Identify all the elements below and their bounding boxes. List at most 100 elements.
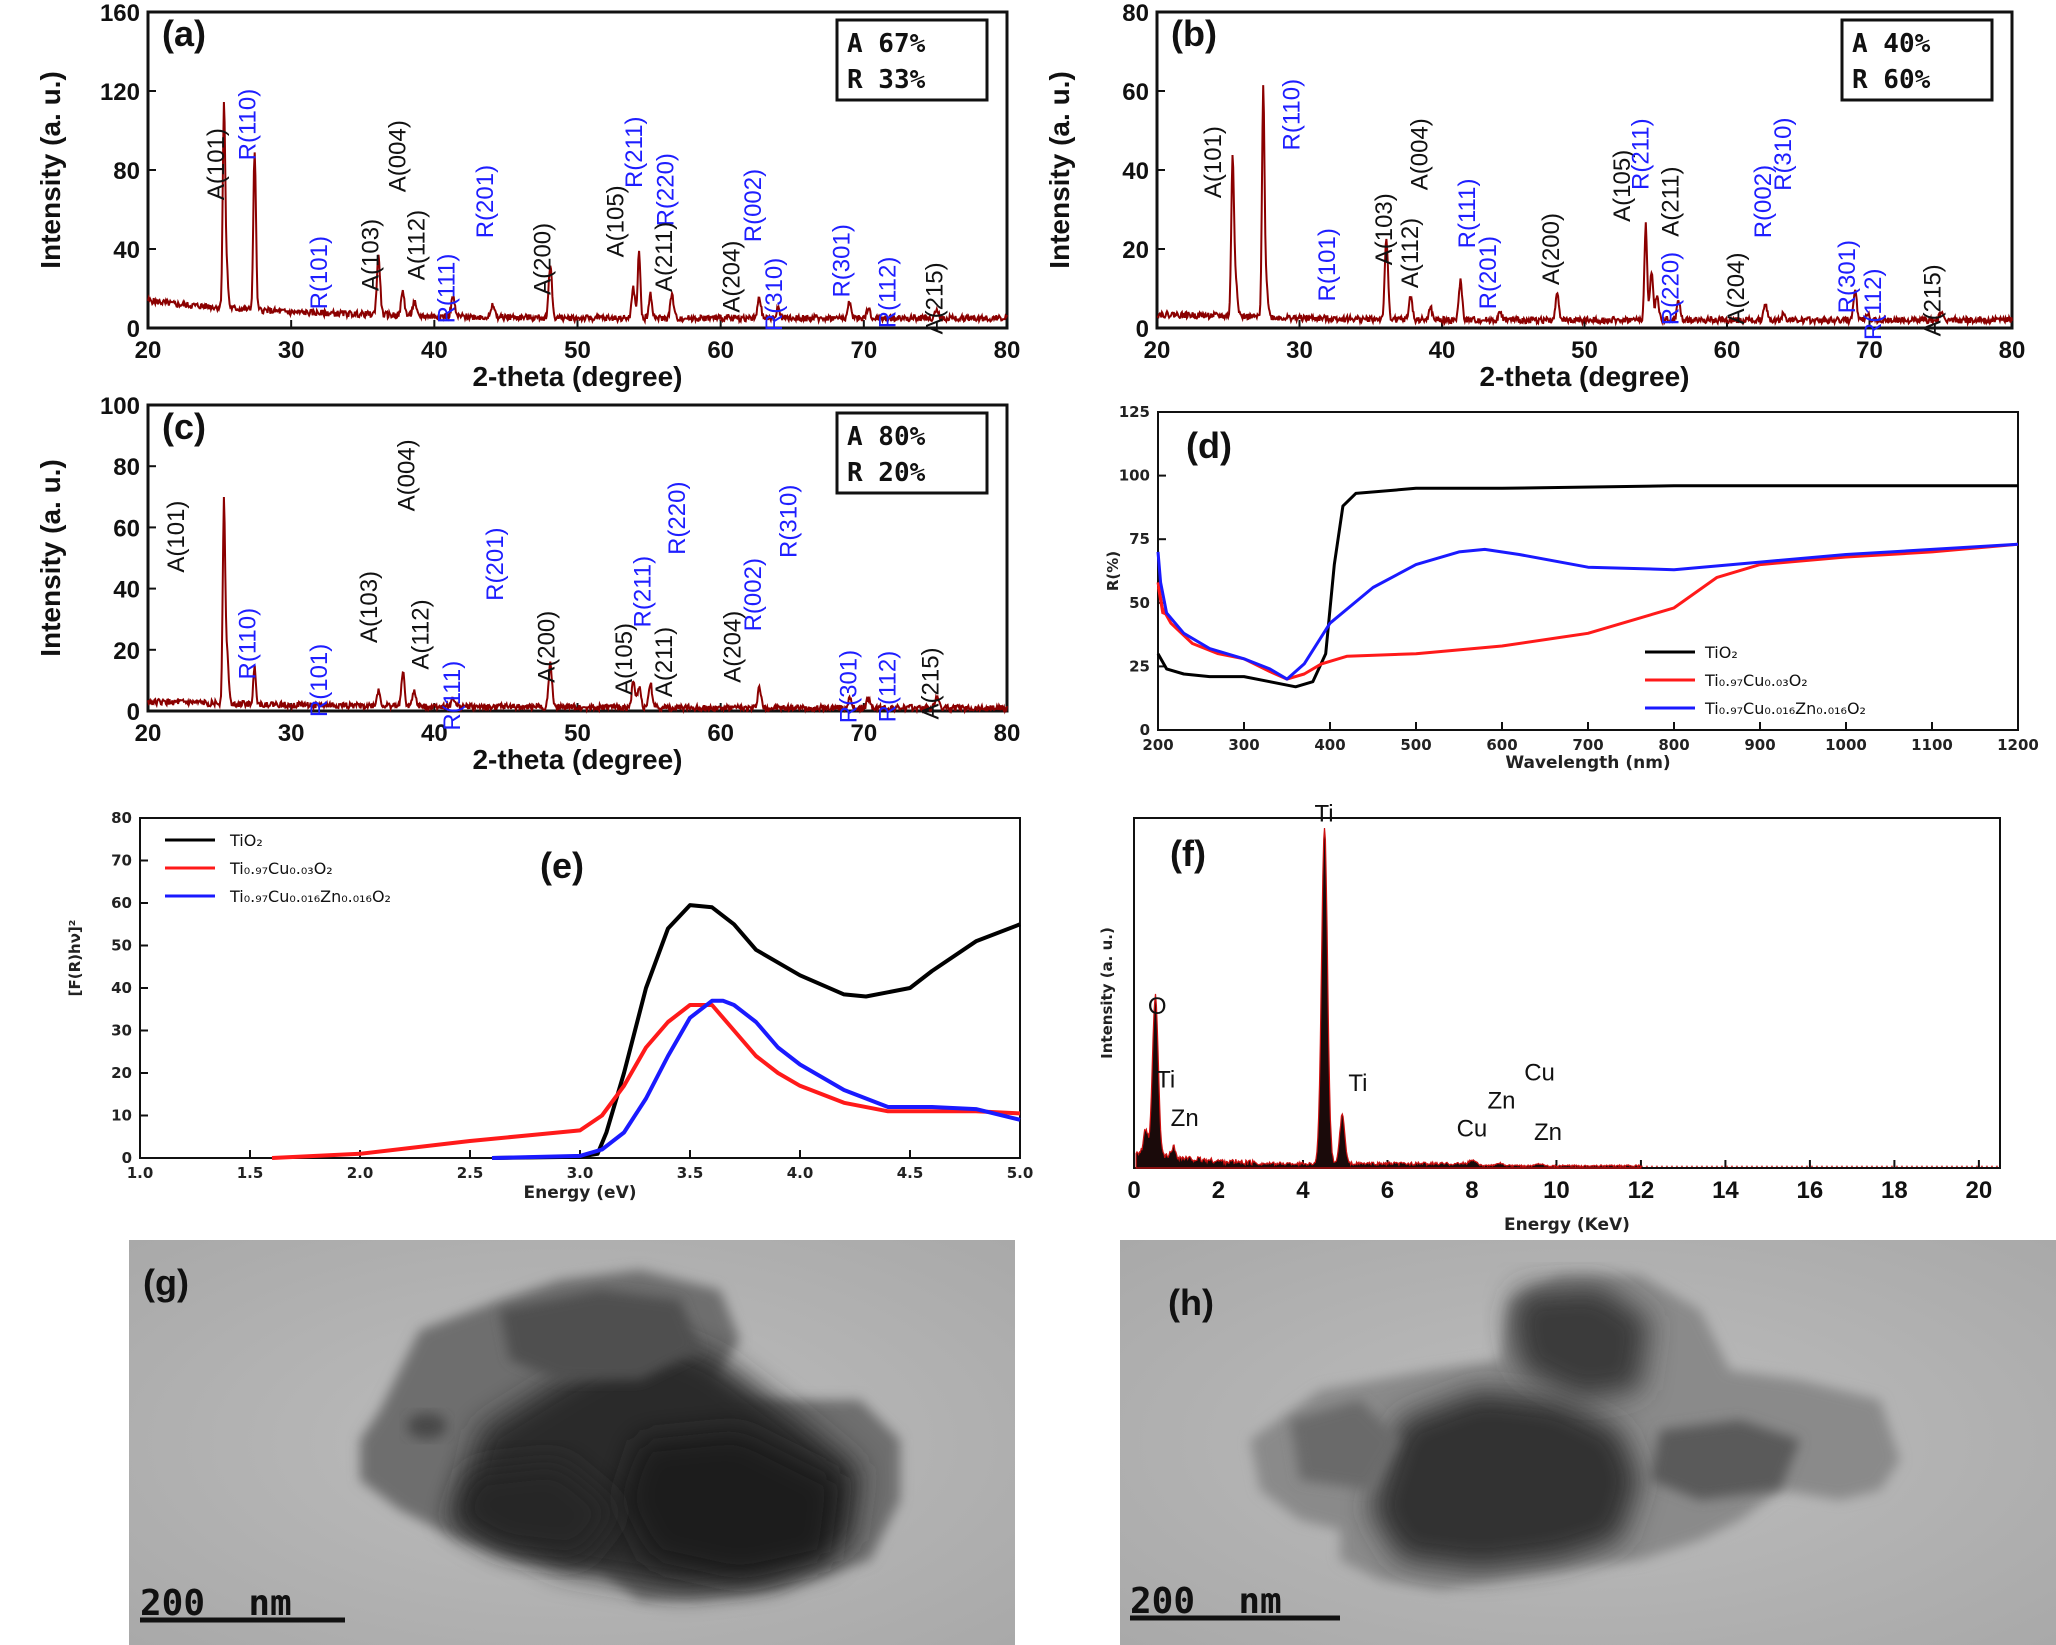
phase-fraction-box: A 67% R 33% <box>835 18 989 102</box>
x-tick-label: 14 <box>1712 1177 1739 1204</box>
peak-label: R(110) <box>234 89 261 161</box>
x-tick-label: 0 <box>1127 1177 1140 1204</box>
y-tick-label: 60 <box>1122 79 1149 106</box>
x-tick-label: 20 <box>135 720 162 747</box>
x-tick-label: 50 <box>564 720 591 747</box>
plot-frame <box>1133 817 2001 1169</box>
x-tick-label: 60 <box>707 720 734 747</box>
peak-label: A(211) <box>651 627 678 697</box>
y-tick-label: 80 <box>113 158 140 185</box>
y-tick-label: 10 <box>111 1107 132 1125</box>
legend-label: Ti₀.₉₇Cu₀.₀₃O₂ <box>229 859 333 878</box>
legend-label: TiO₂ <box>229 831 263 850</box>
y-axis-title: Intensity (a. u.) <box>1098 927 1116 1059</box>
panel-label-g: (g) <box>143 1262 189 1303</box>
peak-label: R(211) <box>1628 118 1655 190</box>
tem-g-scale-label: 200 nm <box>140 1583 292 1624</box>
x-tick-label: 80 <box>1999 337 2026 364</box>
y-axis-ticks: 0 20 40 60 80 <box>1122 0 1165 343</box>
phase-box-frame <box>835 18 989 102</box>
x-tick-label: 40 <box>1429 337 1456 364</box>
x-tick-label: 1.5 <box>237 1164 264 1182</box>
peak-label: R(211) <box>630 556 657 628</box>
element-label: O <box>1148 993 1167 1020</box>
peak-label: A(215) <box>917 647 944 719</box>
x-tick-label: 900 <box>1744 736 1775 754</box>
y-tick-label: 25 <box>1129 657 1150 675</box>
rutile-fraction: R 60% <box>1852 65 1931 95</box>
x-tick-label: 20 <box>1144 337 1171 364</box>
panel-label: (f) <box>1170 833 1206 874</box>
series-line-red <box>271 1003 1021 1160</box>
x-tick-label: 30 <box>1286 337 1313 364</box>
x-tick-label: 4.0 <box>787 1164 814 1182</box>
y-tick-label: 75 <box>1129 530 1150 548</box>
element-label: Cu <box>1524 1060 1555 1087</box>
y-tick-label: 40 <box>113 577 140 604</box>
x-tick-label: 20 <box>1966 1177 1993 1204</box>
y-tick-label: 20 <box>1122 237 1149 264</box>
xrd-pattern-line <box>147 496 1008 715</box>
element-label: Zn <box>1171 1105 1199 1132</box>
element-label: Ti <box>1315 801 1334 828</box>
y-tick-label: 100 <box>100 393 140 420</box>
tem-h-scale-label: 200 nm <box>1130 1581 1282 1622</box>
y-tick-label: 125 <box>1119 403 1150 421</box>
peak-annotations: A(101)R(110)R(101)A(103)A(004)A(112)R(11… <box>203 89 949 335</box>
peak-label: A(004) <box>385 120 412 192</box>
x-tick-label: 700 <box>1572 736 1603 754</box>
peak-label: R(111) <box>433 254 460 324</box>
tem-h-particle <box>1250 1275 1900 1590</box>
x-tick-label: 60 <box>707 337 734 364</box>
x-axis-title: 2-theta (degree) <box>472 744 682 775</box>
peak-label: R(220) <box>664 482 691 555</box>
panel-label: (c) <box>162 406 206 447</box>
plot-frame <box>1157 411 2019 731</box>
y-tick-label: 100 <box>1119 467 1150 485</box>
peak-label: A(103) <box>356 571 383 643</box>
panel-label-h: (h) <box>1168 1282 1214 1323</box>
xrd-panel-a: 20 30 40 50 60 70 80 0 40 80 120 160 A(101)R(110) R(1… <box>35 0 1020 392</box>
rutile-fraction: R 20% <box>847 458 926 488</box>
peak-label: A(200) <box>1538 213 1565 285</box>
y-tick-label: 50 <box>111 937 132 955</box>
tem-image-h: 200 nm (h) <box>1120 1240 2056 1645</box>
x-tick-label: 2.5 <box>457 1164 484 1182</box>
x-tick-label: 6 <box>1381 1177 1394 1204</box>
x-axis-title: Wavelength (nm) <box>1505 753 1670 773</box>
peak-label: R(201) <box>472 165 499 238</box>
peak-label: A(204) <box>720 611 747 683</box>
x-tick-label: 80 <box>994 720 1021 747</box>
y-tick-label: 60 <box>111 894 132 912</box>
y-tick-label: 0 <box>127 316 140 343</box>
y-tick-label: 60 <box>113 515 140 542</box>
y-tick-label: 160 <box>100 0 140 27</box>
peak-annotations: A(101)R(110)R(101)A(103)A(004)A(112)R(11… <box>163 439 944 730</box>
peak-label: R(201) <box>1475 236 1502 309</box>
y-tick-label: 40 <box>111 979 132 997</box>
peak-label: R(111) <box>1454 179 1481 249</box>
x-tick-label: 70 <box>850 337 877 364</box>
x-tick-label: 400 <box>1314 736 1345 754</box>
series-line-black <box>1156 484 2018 689</box>
y-axis-ticks: 0 20 40 60 80 100 <box>100 393 156 726</box>
y-tick-label: 20 <box>113 638 140 665</box>
x-axis-ticks: 20 30 40 50 60 70 80 <box>1144 320 2026 364</box>
peak-label: R(110) <box>234 608 261 680</box>
element-label: Cu <box>1457 1116 1488 1143</box>
x-axis-title: 2-theta (degree) <box>472 361 682 392</box>
panel-label: (a) <box>162 13 206 54</box>
peak-label: A(101) <box>163 501 190 573</box>
peak-label: R(101) <box>306 236 333 309</box>
peak-label: A(004) <box>1407 118 1434 190</box>
y-axis-ticks: 0 25 50 75 100 125 <box>1119 403 1166 739</box>
anatase-fraction: A 40% <box>1852 29 1931 59</box>
y-tick-label: 20 <box>111 1064 132 1082</box>
peak-label: A(112) <box>1397 218 1424 288</box>
series-line-red <box>1156 542 2019 681</box>
peak-label: A(103) <box>357 219 384 291</box>
peak-label: R(301) <box>836 650 863 723</box>
y-tick-label: 120 <box>100 79 140 106</box>
y-axis-ticks: 0 10 20 30 40 50 60 70 80 <box>111 809 148 1167</box>
